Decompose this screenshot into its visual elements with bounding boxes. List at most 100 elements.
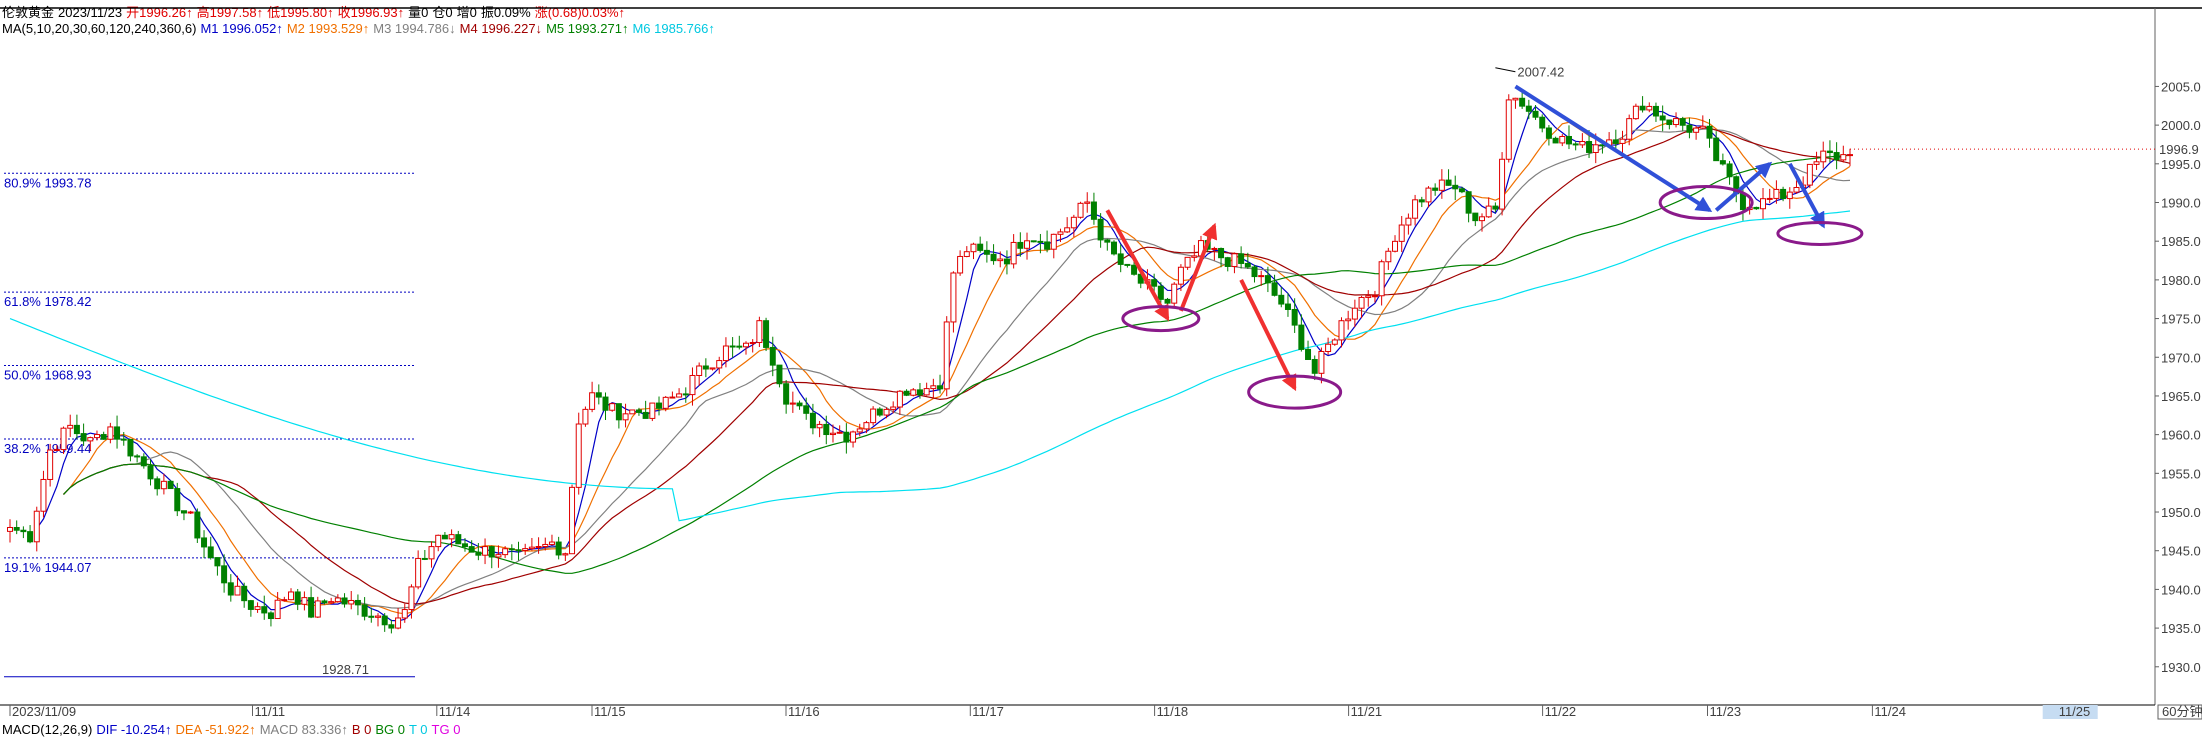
candle-body (160, 480, 167, 490)
candle-body (495, 554, 502, 558)
candle-body (943, 321, 950, 390)
y-tick-label: 1975.0 (2161, 312, 2201, 327)
candle-body (1177, 266, 1184, 285)
candle-body (1592, 144, 1599, 153)
candle-body (1619, 138, 1626, 144)
candle-body (689, 374, 696, 396)
candle-body (515, 549, 522, 552)
candle-body (1097, 218, 1104, 241)
support-ellipse (1776, 220, 1864, 246)
candle-body (856, 428, 863, 433)
candle-body (829, 432, 836, 436)
candle-body (990, 253, 997, 262)
candle-body (241, 585, 248, 602)
candle-body (903, 390, 910, 396)
candle-body (1325, 343, 1332, 352)
candle-body (134, 455, 141, 458)
candle-body (1499, 158, 1506, 210)
candle-body (1465, 191, 1472, 214)
candle-body (562, 553, 569, 556)
x-tick-label: 11/14 (439, 704, 471, 719)
x-tick-label: 11/11 (255, 704, 286, 719)
candle-body (502, 548, 509, 556)
candle-body (1626, 118, 1633, 140)
candle-body (20, 529, 27, 533)
x-tick-label: 11/23 (1710, 704, 1742, 719)
candle-body (1632, 105, 1639, 120)
candle-body (33, 510, 40, 543)
candle-body (609, 403, 616, 411)
candle-body (448, 534, 455, 540)
ma-m1: M1 1996.052↑ (200, 21, 283, 36)
ma-line-m1 (36, 105, 1851, 622)
candle-body (1171, 283, 1178, 304)
y-tick-label: 1980.0 (2161, 273, 2201, 288)
candle-body (475, 551, 482, 556)
candle-body (1398, 224, 1405, 242)
candle-body (1238, 253, 1245, 264)
y-tick-label: 1985.0 (2161, 234, 2201, 249)
candle-body (1840, 154, 1847, 161)
candle-body (1572, 143, 1579, 146)
candle-body (803, 405, 810, 414)
candle-body (1284, 303, 1291, 310)
candle-body (107, 426, 114, 440)
candlesticks[interactable] (7, 92, 1853, 634)
candle-body (100, 434, 107, 440)
trend-arrow (1179, 222, 1218, 312)
last-price-label: 1996.9 (2159, 142, 2199, 157)
candle-body (997, 258, 1004, 262)
candle-body (763, 320, 770, 348)
candle-body (1438, 179, 1445, 191)
candle-body (1673, 118, 1680, 126)
candle-body (421, 557, 428, 560)
x-cursor-box (2042, 705, 2098, 719)
candle-body (455, 534, 462, 545)
candle-body (1305, 348, 1312, 360)
candle-body (890, 406, 897, 410)
ma-line-m4 (63, 126, 1851, 605)
candle-body (1532, 110, 1539, 118)
candle-body (1278, 294, 1285, 305)
candle-body (368, 615, 375, 618)
candle-body (1826, 150, 1833, 154)
candle-body (589, 392, 596, 410)
low-marker-label: 1928.71 (322, 662, 369, 677)
candle-body (488, 546, 495, 558)
y-tick-label: 1930.0 (2161, 660, 2201, 675)
macd-value: MACD 83.336↑ (259, 722, 348, 737)
fibonacci-levels: 80.9% 1993.78 61.8% 1978.42 50.0% 1968.93 3… (4, 65, 1564, 678)
candle-body (408, 586, 415, 611)
candle-body (1044, 241, 1051, 250)
candle-body (1365, 295, 1372, 298)
candle-body (1699, 125, 1706, 129)
high-marker-label: 2007.42 (1517, 65, 1564, 80)
trend-arrow (1514, 84, 1713, 212)
candle-body (1318, 350, 1325, 374)
candle-body (321, 600, 328, 604)
y-tick-label: 1995.0 (2161, 157, 2201, 172)
candle-body (1151, 279, 1158, 287)
macd-dif: DIF -10.254↑ (96, 722, 172, 737)
candle-body (468, 546, 475, 553)
candle-body (1311, 358, 1318, 374)
candle-body (649, 402, 656, 419)
candle-body (328, 601, 335, 604)
candle-body (1124, 263, 1131, 266)
x-tick-label: 2023/11/09 (12, 704, 76, 719)
candle-body (1258, 275, 1265, 278)
ma-m5: M5 1993.271↑ (546, 21, 629, 36)
candle-body (1806, 163, 1813, 186)
candle-body (221, 565, 228, 584)
trend-arrow (1239, 278, 1297, 392)
candle-body (1010, 241, 1017, 265)
candle-body (1659, 115, 1666, 121)
candle-body (1479, 216, 1485, 222)
candle-body (334, 597, 341, 603)
timeframe-box (2157, 704, 2202, 720)
candle-body (816, 423, 823, 429)
candle-body (1686, 124, 1693, 133)
candle-body (294, 591, 301, 605)
candle-body (40, 478, 47, 512)
